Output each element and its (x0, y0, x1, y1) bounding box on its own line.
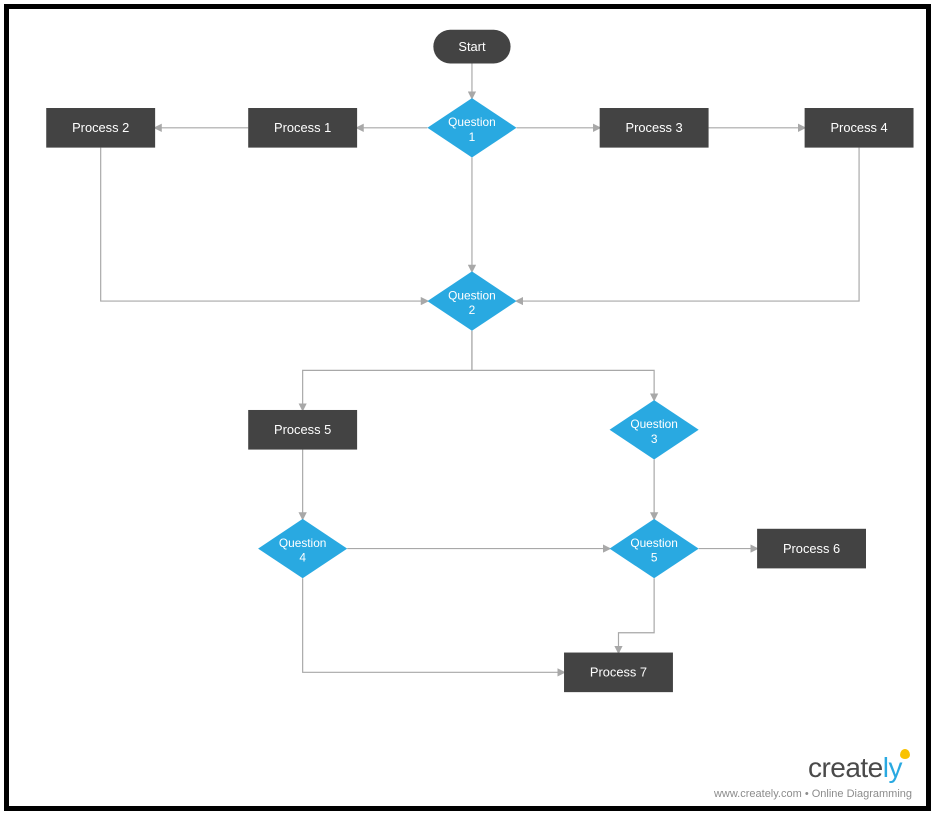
edge-p2-q2 (101, 148, 428, 301)
svg-text:Process 4: Process 4 (830, 120, 887, 135)
svg-text:Question: Question (448, 288, 496, 302)
node-q5: Question5 (610, 519, 699, 578)
diagram-frame: StartQuestion1Process 1Process 2Process … (4, 4, 931, 811)
edge-q4-p7 (303, 578, 564, 672)
svg-text:Process 6: Process 6 (783, 541, 840, 556)
svg-text:2: 2 (469, 303, 476, 317)
brand-logo: creately (808, 752, 912, 784)
svg-text:Question: Question (279, 536, 327, 550)
svg-text:3: 3 (651, 432, 658, 446)
brand-main: create (808, 752, 883, 783)
node-q2: Question2 (427, 271, 516, 330)
svg-text:Start: Start (458, 39, 486, 54)
edge-q2-q3 (472, 331, 654, 400)
node-p1: Process 1 (248, 108, 357, 148)
edge-q2-p5 (303, 331, 472, 410)
node-q3: Question3 (610, 400, 699, 459)
footer-tagline: www.creately.com • Online Diagramming (714, 788, 912, 800)
node-q1: Question1 (427, 98, 516, 157)
node-p3: Process 3 (600, 108, 709, 148)
svg-text:Process 3: Process 3 (626, 120, 683, 135)
node-start: Start (433, 30, 510, 64)
svg-text:Process 5: Process 5 (274, 422, 331, 437)
svg-text:Question: Question (630, 536, 678, 550)
flowchart-canvas: StartQuestion1Process 1Process 2Process … (9, 9, 926, 806)
nodes-layer: StartQuestion1Process 1Process 2Process … (46, 30, 913, 692)
node-p5: Process 5 (248, 410, 357, 450)
svg-text:5: 5 (651, 551, 658, 565)
svg-text:Process 7: Process 7 (590, 665, 647, 680)
brand-accent: ly (883, 752, 902, 783)
svg-text:Question: Question (630, 417, 678, 431)
node-p4: Process 4 (805, 108, 914, 148)
svg-text:4: 4 (299, 551, 306, 565)
node-q4: Question4 (258, 519, 347, 578)
edges-layer (101, 63, 859, 672)
node-p7: Process 7 (564, 653, 673, 693)
svg-text:Process 1: Process 1 (274, 120, 331, 135)
node-p2: Process 2 (46, 108, 155, 148)
node-p6: Process 6 (757, 529, 866, 569)
edge-q5-p7 (618, 578, 654, 652)
svg-text:Process 2: Process 2 (72, 120, 129, 135)
svg-text:1: 1 (469, 130, 476, 144)
svg-text:Question: Question (448, 115, 496, 129)
edge-p4-q2 (517, 148, 860, 301)
bulb-icon (900, 749, 910, 759)
